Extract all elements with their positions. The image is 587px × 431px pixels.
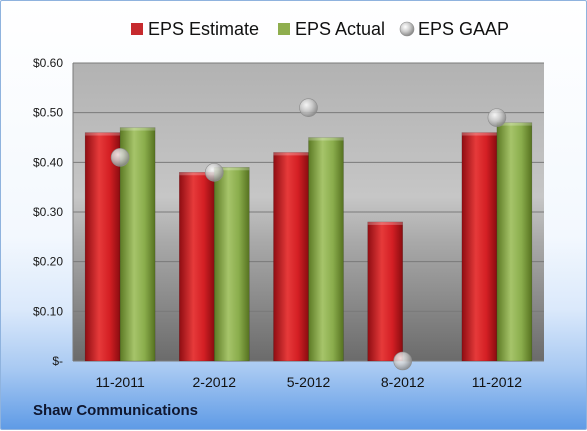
legend-swatch-eps-gaap: [399, 21, 415, 37]
eps-actual-bar-cap: [214, 167, 250, 171]
legend-label-eps-estimate: EPS Estimate: [148, 19, 259, 39]
y-tick-label: $-: [52, 354, 63, 368]
eps-estimate-bar: [179, 172, 215, 362]
y-tick-label: $0.20: [33, 255, 63, 269]
eps-actual-bar-cap: [308, 137, 344, 141]
legend-label-eps-actual: EPS Actual: [295, 19, 385, 39]
eps-actual-bar: [214, 167, 250, 362]
x-tick-label: 5-2012: [287, 374, 331, 390]
eps-estimate-bar: [273, 152, 309, 362]
legend-swatch-eps-actual: [278, 23, 290, 35]
eps-estimate-bar: [84, 132, 121, 362]
eps-gaap-marker: [299, 98, 318, 117]
x-tick-label: 8-2012: [381, 374, 425, 390]
y-tick-label: $0.30: [33, 205, 63, 219]
eps-actual-bar-cap: [496, 122, 532, 126]
eps-actual-bar: [308, 137, 344, 362]
eps-estimate-bar-cap: [461, 132, 497, 136]
legend-swatch-eps-estimate: [131, 23, 143, 35]
eps-gaap-marker: [393, 351, 413, 371]
y-tick-label: $0.40: [33, 155, 63, 169]
eps-actual-bar: [119, 127, 156, 362]
y-tick-label: $0.60: [33, 56, 63, 70]
company-name: Shaw Communications: [33, 402, 199, 419]
y-tick-label: $0.10: [33, 304, 63, 318]
eps-estimate-bar: [367, 221, 403, 362]
eps-estimate-bar-cap: [273, 152, 309, 156]
y-tick-label: $0.50: [33, 106, 63, 120]
eps-estimate-bar-cap: [367, 221, 403, 225]
eps-gaap-marker: [110, 148, 130, 167]
eps-estimate-bar: [461, 132, 498, 362]
x-tick-label: 11-2012: [472, 374, 523, 390]
eps-gaap-marker: [487, 108, 507, 127]
eps-actual-bar: [496, 122, 533, 362]
eps-estimate-bar-cap: [85, 132, 121, 136]
x-tick-label: 11-2011: [95, 374, 145, 390]
eps-gaap-marker: [205, 162, 224, 182]
legend-label-eps-gaap: EPS GAAP: [418, 19, 509, 39]
x-tick-label: 2-2012: [193, 374, 237, 390]
eps-estimate-bar-cap: [179, 172, 215, 176]
eps-actual-bar-cap: [120, 127, 156, 131]
